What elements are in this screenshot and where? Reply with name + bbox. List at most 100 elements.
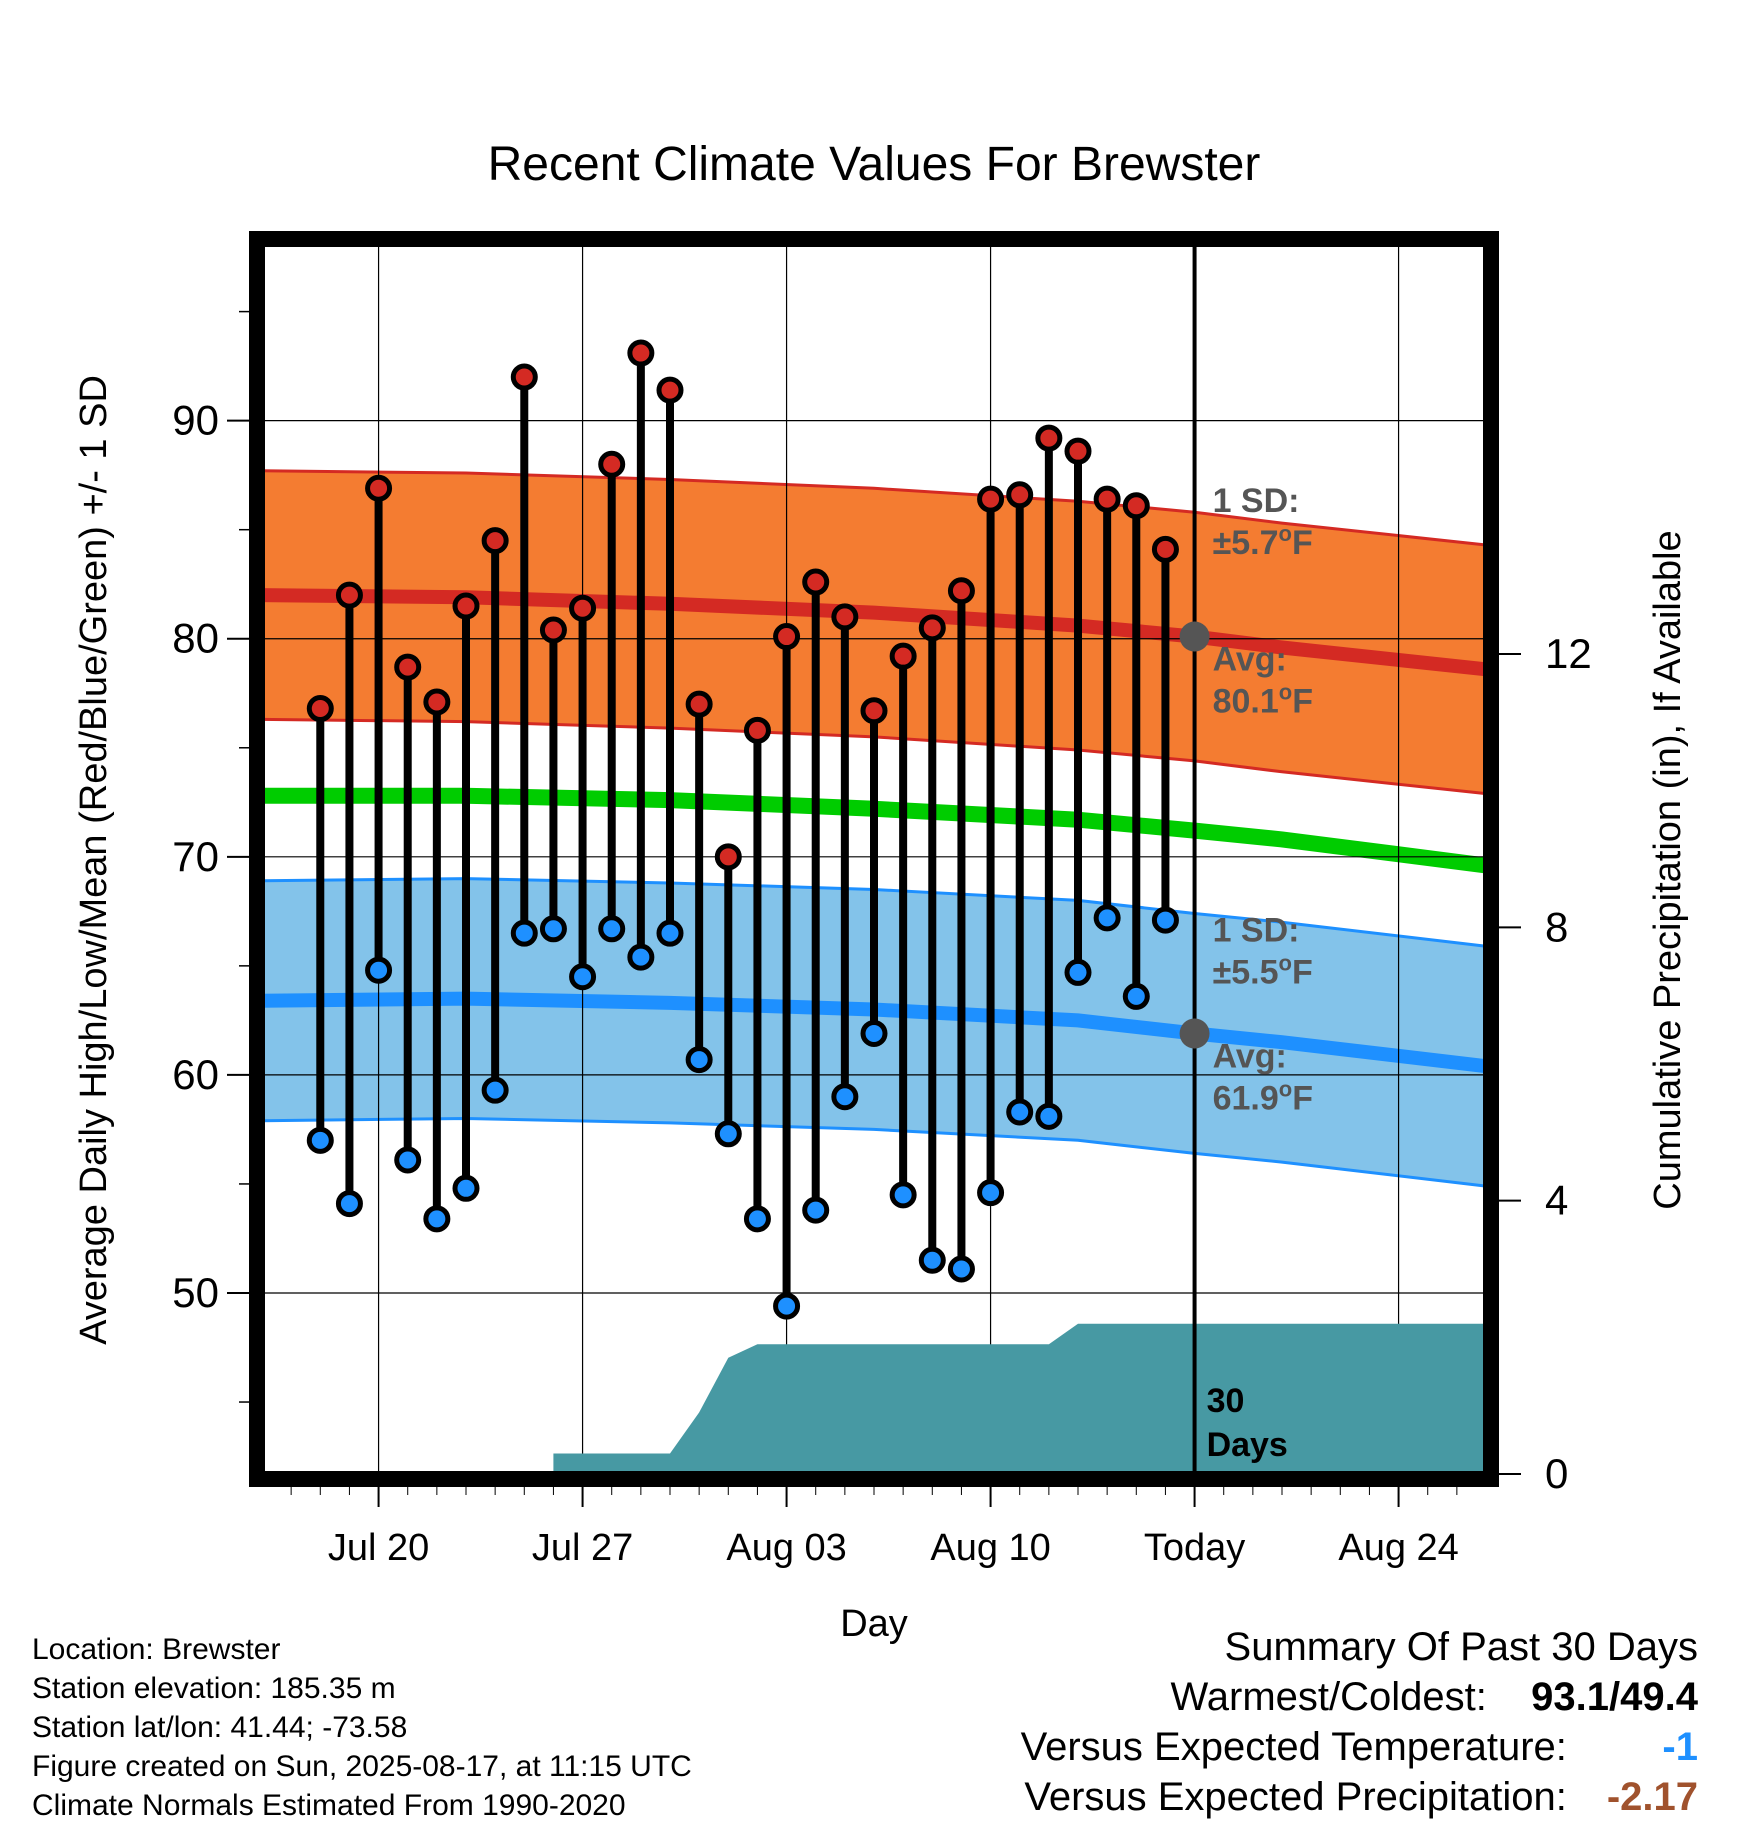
high-temp-point [1006,481,1034,509]
low-temp-point [306,1126,334,1154]
plot-border [249,231,1499,1487]
y2-tick-label: 4 [1545,1177,1568,1224]
created-text: Figure created on Sun, 2025-08-17, at 11… [32,1750,692,1783]
x-tick-label: Jul 20 [328,1527,429,1569]
precipitation-layer [262,1323,1486,1474]
high-temp-point [802,568,830,596]
y-tick-label: 90 [172,397,219,444]
temp-label: Versus Expected Temperature: [1020,1725,1567,1769]
x-tick-label: Today [1144,1527,1245,1569]
summary-heading: Summary Of Past 30 Days [1224,1625,1698,1669]
y2-tick-label: 8 [1545,903,1568,950]
precip-row: Versus Expected Precipitation: -2.17 [1021,1772,1698,1822]
observation-markers [306,339,1179,1320]
y-tick-label: 50 [172,1269,219,1316]
y-tick-label: 60 [172,1051,219,1098]
low-temp-point [481,1076,509,1104]
x-tick-label: Jul 27 [532,1527,633,1569]
high-avg-value: 80.1oF [1213,680,1313,721]
station-info: Location: Brewster Station elevation: 18… [32,1630,692,1825]
today-layer [1179,244,1210,1474]
low-temp-point [802,1196,830,1224]
high-temp-point [977,485,1005,513]
high-lower-sd-line [261,717,1487,796]
temp-row: Versus Expected Temperature: -1 [1021,1722,1698,1772]
x-tick-label: Aug 24 [1338,1527,1458,1569]
chart-title: Recent Climate Values For Brewster [488,138,1261,191]
high-temp-point [918,614,946,642]
low-temp-point [1122,982,1150,1010]
low-temp-point [365,956,393,984]
high-temp-point [539,616,567,644]
low-temp-point [918,1246,946,1274]
low-temp-point [831,1083,859,1111]
temp-value: -1 [1662,1725,1698,1769]
precipitation-area [262,1323,1486,1474]
low-temp-point [773,1292,801,1320]
low-temp-point [1093,904,1121,932]
y-tick-label: 80 [172,615,219,662]
high-temp-point [569,594,597,622]
summary-panel: Summary Of Past 30 Days Warmest/Coldest:… [1021,1622,1698,1822]
low-temp-point [423,1205,451,1233]
normals-text: Climate Normals Estimated From 1990-2020 [32,1789,626,1822]
location-text: Location: Brewster [32,1633,281,1666]
high-temp-point [1093,485,1121,513]
warm-cold-row: Warmest/Coldest: 93.1/49.4 [1021,1672,1699,1722]
low-temp-point [977,1179,1005,1207]
low-temp-point [539,915,567,943]
low-temp-point [510,919,538,947]
today-low-avg-dot [1179,1018,1210,1049]
low-temp-point [743,1205,771,1233]
axes: Jul 20 Jul 27 Aug 03 Aug 10 Today Aug 24 50 60 7… [172,310,1592,1569]
low-temp-point [947,1255,975,1283]
high-sd-label: 1 SD: [1213,482,1300,520]
high-temp-point [452,592,480,620]
low-temp-point [889,1181,917,1209]
high-temp-point [860,697,888,725]
high-temp-point [598,450,626,478]
high-temp-point [947,577,975,605]
high-temp-point [510,363,538,391]
low-temp-point [627,943,655,971]
high-temp-point [714,843,742,871]
low-temp-point [656,919,684,947]
low-avg-value: 61.9oF [1213,1076,1313,1117]
high-temp-point [743,716,771,744]
low-sd-value: ±5.5oF [1213,951,1313,992]
y2-axis-label: Cumulative Precipitation (in), If Availa… [1647,530,1689,1209]
high-temp-point [773,623,801,651]
plot-frame [249,231,1499,1487]
y2-tick-label: 12 [1545,630,1592,677]
low-sd-label: 1 SD: [1213,912,1300,950]
low-temp-point [452,1174,480,1202]
high-temp-point [423,688,451,716]
daily-mean-line [262,787,1488,874]
low-mean-line [261,991,1487,1074]
high-temp-point [306,695,334,723]
x-tick-label: Aug 03 [726,1527,846,1569]
observation-stems [316,353,1170,1307]
low-temp-point [598,915,626,943]
high-temp-point [365,474,393,502]
precip-value: -2.17 [1606,1775,1698,1819]
x-tick-label: Aug 10 [930,1527,1050,1569]
low-avg-label: Avg: [1213,1037,1287,1075]
precip-days-number: 30 [1207,1382,1245,1420]
warm-cold-label: Warmest/Coldest: [1170,1675,1487,1719]
latlon-text: Station lat/lon: 41.44; -73.58 [32,1711,408,1744]
high-temp-point [1151,535,1179,563]
low-temp-point [1064,958,1092,986]
high-sd-band [262,470,1486,794]
high-mean-line [261,588,1487,677]
elevation-text: Station elevation: 185.35 m [32,1672,396,1705]
y2-tick-label: 0 [1545,1450,1568,1497]
high-temp-point [685,690,713,718]
low-temp-point [1006,1098,1034,1126]
low-lower-sd-line [261,1116,1487,1188]
high-temp-point [1064,437,1092,465]
low-temp-point [860,1019,888,1047]
high-temp-point [1035,424,1063,452]
low-temp-point [1035,1102,1063,1130]
